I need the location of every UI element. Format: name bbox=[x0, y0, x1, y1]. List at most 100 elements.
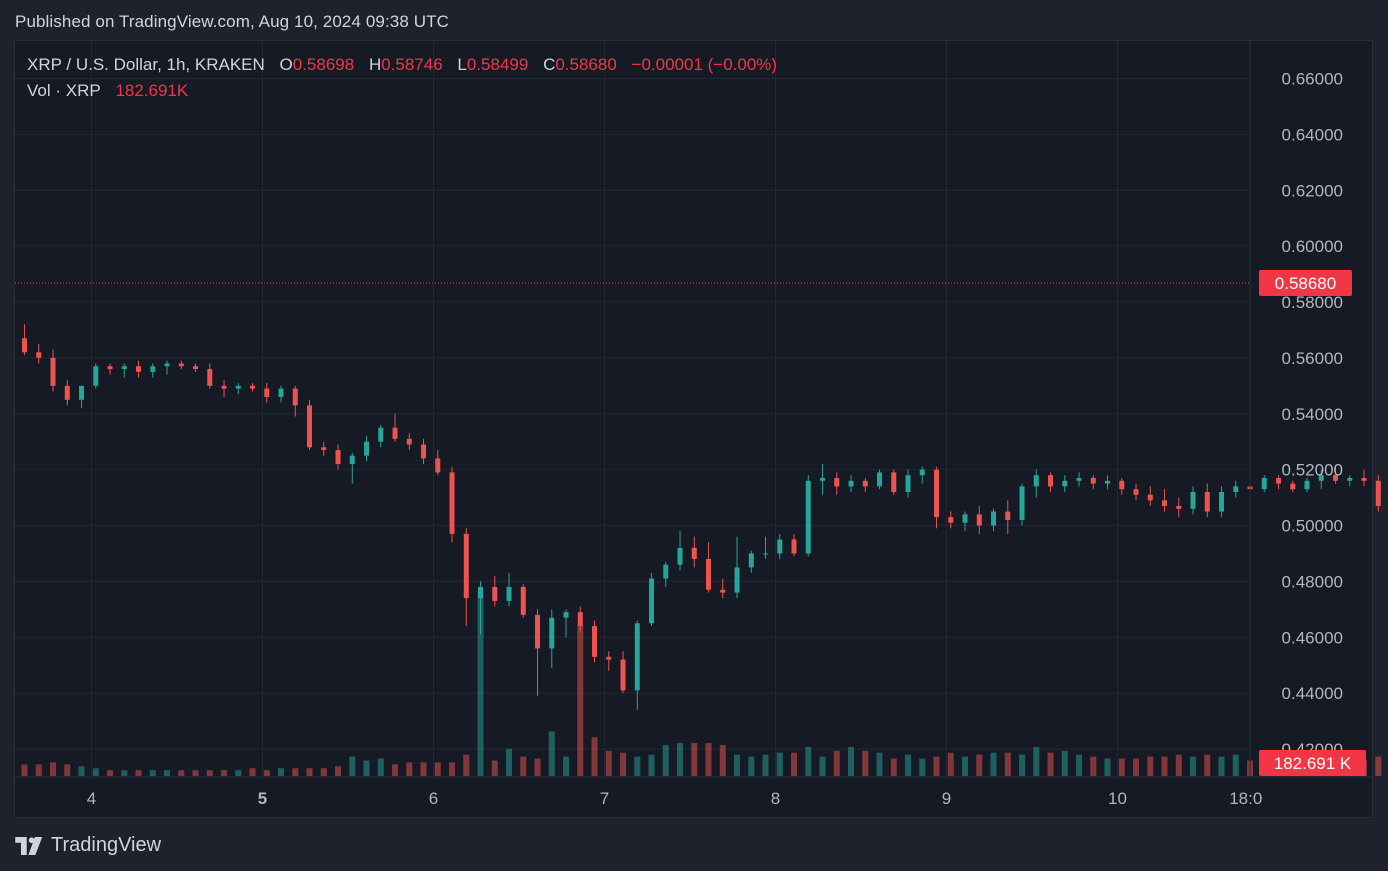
volume-value-label: 182.691 K bbox=[1274, 754, 1352, 773]
volume-bar bbox=[734, 754, 741, 776]
volume-bar bbox=[605, 750, 612, 776]
candle-body bbox=[121, 366, 127, 370]
low-value: 0.58499 bbox=[466, 55, 529, 74]
volume-bar bbox=[762, 754, 769, 776]
volume-bar bbox=[1104, 758, 1111, 776]
volume-bar bbox=[976, 754, 983, 776]
candle-body bbox=[691, 547, 697, 560]
candle-body bbox=[278, 388, 284, 397]
ohlc-row: XRP / U.S. Dollar, 1h, KRAKEN O0.58698 H… bbox=[27, 55, 777, 81]
volume-bar bbox=[50, 762, 57, 776]
volume-bar bbox=[933, 756, 940, 776]
candle-body bbox=[1176, 505, 1182, 509]
candle-body bbox=[919, 469, 925, 476]
volume-bar bbox=[1004, 752, 1011, 776]
price-tick-label: 0.64000 bbox=[1282, 125, 1343, 144]
candle-body bbox=[36, 352, 42, 358]
candle-body bbox=[1019, 486, 1025, 520]
time-axis[interactable]: 4 5 6 7 8 9 10 18:0 bbox=[15, 776, 1372, 808]
volume-bar bbox=[833, 750, 840, 776]
volume-bar bbox=[1090, 756, 1097, 776]
volume-bar bbox=[449, 762, 456, 776]
symbol-label[interactable]: XRP / U.S. Dollar, 1h, KRAKEN bbox=[27, 55, 265, 74]
candle-body bbox=[1261, 478, 1267, 490]
time-tick-label: 4 bbox=[87, 789, 96, 808]
price-tick-label: 0.50000 bbox=[1282, 517, 1343, 536]
candle-body bbox=[449, 472, 455, 534]
volume-bar bbox=[591, 737, 598, 776]
candle-body bbox=[1233, 486, 1239, 492]
volume-bar bbox=[21, 764, 28, 776]
time-tick-label: 18:0 bbox=[1229, 789, 1262, 808]
candle-body bbox=[649, 578, 655, 624]
volume-bar bbox=[349, 756, 356, 776]
high-value: 0.58746 bbox=[381, 55, 443, 74]
volume-bar bbox=[149, 770, 156, 776]
candle-body bbox=[1290, 483, 1296, 490]
last-price-tag: 0.58680 bbox=[1259, 270, 1352, 297]
candle-body bbox=[1033, 475, 1039, 487]
brand-name: TradingView bbox=[51, 834, 162, 856]
volume-bar bbox=[221, 770, 228, 776]
candle-body bbox=[734, 567, 740, 593]
candle-body bbox=[22, 338, 28, 353]
volume-bar bbox=[648, 754, 655, 776]
volume-bar bbox=[377, 758, 384, 776]
price-tick-label: 0.58000 bbox=[1282, 293, 1343, 312]
volume-bar bbox=[320, 768, 327, 776]
chart-pane[interactable] bbox=[14, 40, 1373, 818]
candle-body bbox=[520, 586, 526, 615]
candle-body bbox=[435, 458, 441, 473]
tradingview-branding[interactable]: TradingView bbox=[15, 834, 161, 857]
low-label: L bbox=[457, 55, 467, 74]
candle-body bbox=[848, 480, 854, 487]
last-price-label: 0.58680 bbox=[1275, 274, 1336, 293]
candle-body bbox=[79, 385, 85, 400]
chart-legend: XRP / U.S. Dollar, 1h, KRAKEN O0.58698 H… bbox=[27, 55, 777, 107]
candle-body bbox=[392, 427, 398, 439]
price-tick-label: 0.54000 bbox=[1282, 405, 1343, 424]
candle-body bbox=[335, 450, 341, 465]
open-value: 0.58698 bbox=[292, 55, 355, 74]
price-tick-label: 0.60000 bbox=[1282, 237, 1343, 256]
price-axis[interactable]: 0.66000 0.64000 0.62000 0.60000 0.58000 0.560… bbox=[1249, 41, 1343, 777]
volume-bar bbox=[548, 731, 555, 776]
candle-body bbox=[549, 617, 555, 649]
volume-bar bbox=[292, 768, 299, 776]
volume-bar bbox=[563, 756, 570, 776]
candle-body bbox=[1375, 480, 1381, 506]
volume-bar bbox=[64, 764, 71, 776]
close-value: 0.58680 bbox=[555, 55, 617, 74]
volume-bar bbox=[947, 752, 954, 776]
candle-body bbox=[1062, 480, 1068, 487]
candle-body bbox=[193, 366, 199, 370]
volume-bar bbox=[35, 764, 42, 776]
candle-body bbox=[64, 385, 70, 400]
candle-body bbox=[307, 405, 313, 448]
volume-bar bbox=[620, 752, 627, 776]
volume-bar bbox=[306, 768, 313, 776]
volume-bar bbox=[278, 768, 285, 776]
volume-bar bbox=[164, 770, 171, 776]
candle-body bbox=[834, 478, 840, 487]
volume-bar bbox=[876, 752, 883, 776]
volume-bar bbox=[1133, 758, 1140, 776]
price-tick-label: 0.66000 bbox=[1282, 70, 1343, 89]
volume-bar bbox=[962, 756, 969, 776]
candle-body bbox=[349, 455, 355, 465]
candle-body bbox=[1318, 475, 1324, 481]
price-tick-label: 0.62000 bbox=[1282, 181, 1343, 200]
candle-body bbox=[506, 586, 512, 601]
time-tick-label: 9 bbox=[942, 789, 951, 808]
volume-bar bbox=[1175, 754, 1182, 776]
candle-body bbox=[791, 539, 797, 554]
candle-body bbox=[1219, 491, 1225, 512]
volume-bar bbox=[491, 760, 498, 776]
candle-body bbox=[164, 363, 170, 367]
volume-bar bbox=[776, 752, 783, 776]
volume-bar bbox=[1218, 756, 1225, 776]
candle-body bbox=[606, 656, 612, 660]
candle-body bbox=[720, 589, 726, 593]
candle-body bbox=[1147, 494, 1153, 501]
